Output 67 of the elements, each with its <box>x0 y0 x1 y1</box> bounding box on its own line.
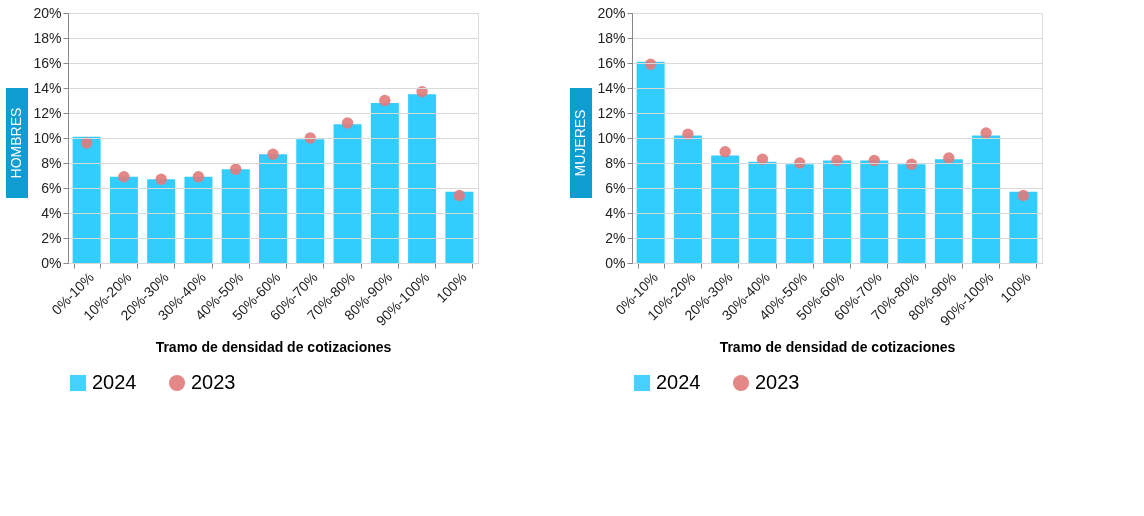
y-tick-label: 18% <box>597 29 626 46</box>
bar <box>221 169 250 263</box>
point <box>1017 189 1030 202</box>
point <box>980 127 992 139</box>
bar <box>823 160 851 263</box>
point <box>756 153 769 165</box>
bar <box>259 154 287 263</box>
bar <box>785 164 814 263</box>
bar <box>860 160 889 263</box>
point <box>267 148 279 160</box>
bar <box>296 139 325 263</box>
y-axis-title: MUJERES <box>572 109 588 177</box>
legend-label: 2023 <box>191 371 236 393</box>
y-tick-label: 4% <box>41 204 62 221</box>
y-tick-label: 14% <box>597 79 626 96</box>
bar <box>109 176 138 263</box>
bar <box>711 155 740 263</box>
y-tick-label: 4% <box>605 204 626 221</box>
y-tick-label: 2% <box>605 229 626 246</box>
point <box>118 171 130 183</box>
bar <box>184 176 213 263</box>
bar <box>748 161 777 263</box>
y-tick-label: 6% <box>41 179 62 196</box>
y-tick-label: 2% <box>41 229 62 246</box>
point <box>379 94 391 107</box>
y-tick-label: 12% <box>597 104 626 121</box>
bar <box>333 124 362 263</box>
point <box>831 154 843 167</box>
y-tick-label: 14% <box>33 79 62 96</box>
y-tick-label: 8% <box>41 154 62 171</box>
bar <box>636 61 665 263</box>
point <box>192 171 205 183</box>
y-tick-label: 16% <box>33 54 62 71</box>
point <box>719 146 731 158</box>
point <box>453 189 466 202</box>
bar <box>972 135 1001 263</box>
y-tick-label: 20% <box>597 4 626 21</box>
bar <box>1009 191 1038 263</box>
legend-label: 2024 <box>92 371 137 393</box>
y-tick-label: 16% <box>597 54 626 71</box>
y-axis-title: HOMBRES <box>8 107 24 179</box>
y-tick-label: 6% <box>605 179 626 196</box>
point <box>943 152 955 164</box>
point <box>155 173 167 185</box>
bar <box>408 94 437 263</box>
y-tick-label: 0% <box>605 254 626 271</box>
y-tick-label: 10% <box>33 129 62 146</box>
x-axis-title: Tramo de densidad de cotizaciones <box>155 338 392 355</box>
y-tick-label: 8% <box>605 154 626 171</box>
point <box>80 137 93 149</box>
bar <box>934 159 963 263</box>
y-tick-label: 0% <box>41 254 62 271</box>
bar <box>370 103 399 263</box>
x-axis-title: Tramo de densidad de cotizaciones <box>719 338 956 355</box>
y-tick-label: 10% <box>597 129 626 146</box>
legend-label: 2023 <box>755 371 800 393</box>
legend-label: 2024 <box>656 371 701 393</box>
point <box>230 163 242 175</box>
bar <box>72 136 101 263</box>
y-tick-label: 18% <box>33 29 62 46</box>
bar <box>147 179 176 263</box>
point <box>341 117 354 129</box>
y-tick-label: 20% <box>33 4 62 21</box>
bar <box>897 164 926 263</box>
y-tick-label: 12% <box>33 104 62 121</box>
bar <box>445 191 474 263</box>
bar <box>673 135 702 263</box>
